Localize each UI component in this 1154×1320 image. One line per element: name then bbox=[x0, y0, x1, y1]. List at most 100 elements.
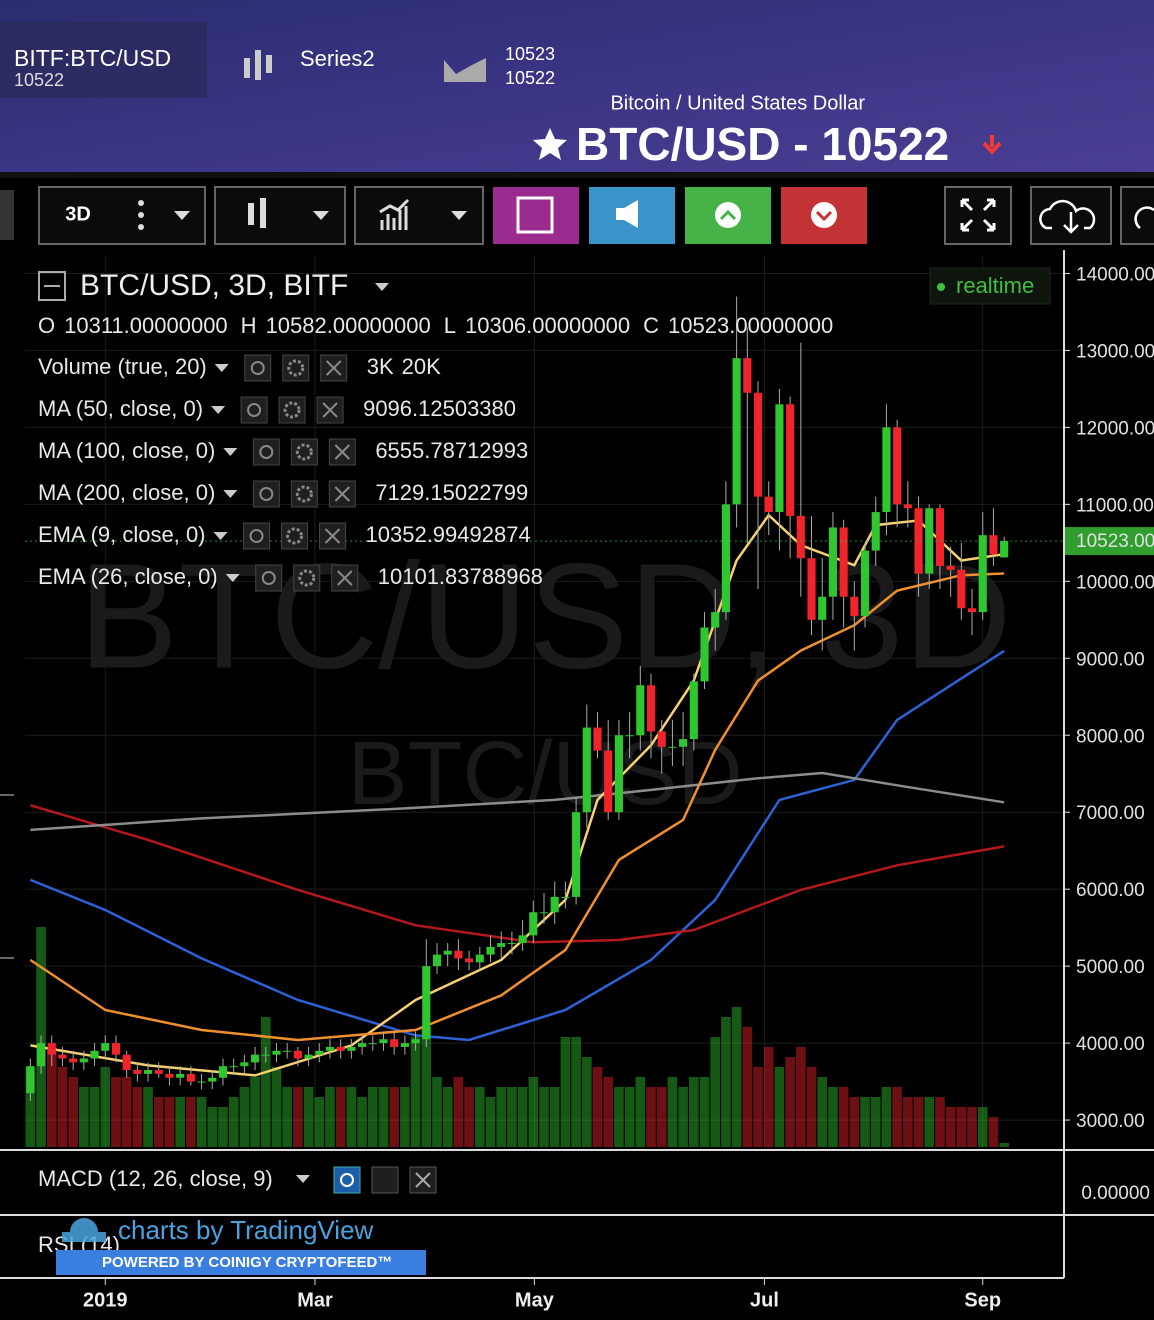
candle-body bbox=[860, 550, 870, 616]
volume-bar bbox=[967, 1107, 977, 1147]
eye-button[interactable] bbox=[240, 396, 268, 424]
candle-body bbox=[914, 508, 923, 574]
candle-body bbox=[186, 1073, 195, 1082]
candle-body bbox=[336, 1046, 345, 1051]
eye-button[interactable] bbox=[333, 1166, 361, 1194]
candle-body bbox=[486, 946, 495, 955]
volume-bar bbox=[603, 1077, 614, 1147]
candle-body bbox=[176, 1073, 185, 1078]
cube-button[interactable] bbox=[493, 187, 579, 244]
gear-icon bbox=[295, 485, 313, 503]
volume-bar bbox=[143, 1087, 153, 1147]
dropdown-arrow[interactable] bbox=[214, 364, 229, 372]
volume-bar bbox=[581, 1057, 592, 1147]
ohlc-value: 10582.00000000 bbox=[266, 313, 431, 338]
volume-bar bbox=[860, 1097, 870, 1147]
toolbar bbox=[38, 186, 1154, 245]
dropdown-arrow[interactable] bbox=[225, 574, 240, 582]
dropdown-arrow[interactable] bbox=[223, 448, 238, 456]
candle-body bbox=[368, 1043, 377, 1045]
candle-body bbox=[946, 565, 955, 570]
candle-body bbox=[122, 1054, 131, 1071]
close-icon bbox=[334, 444, 351, 460]
interval-button[interactable]: 3D bbox=[65, 203, 91, 225]
eye-button[interactable] bbox=[244, 354, 272, 382]
dropdown-arrow[interactable] bbox=[223, 490, 238, 498]
ohlc-label: L bbox=[444, 313, 456, 338]
candle-body bbox=[58, 1054, 67, 1059]
eye-button[interactable] bbox=[255, 564, 283, 592]
cloud-upload-icon[interactable] bbox=[1134, 206, 1154, 229]
candle-body bbox=[550, 896, 559, 913]
ohlc-value: 10311.00000000 bbox=[64, 313, 228, 338]
close-button[interactable] bbox=[316, 396, 344, 424]
indicator-icon[interactable] bbox=[379, 198, 410, 230]
dropdown-arrows[interactable] bbox=[174, 211, 467, 220]
close-icon bbox=[326, 360, 342, 376]
chart-type-icon[interactable] bbox=[248, 198, 266, 228]
volume-bar bbox=[410, 1037, 421, 1147]
indicator-line bbox=[30, 513, 1005, 1077]
candle-body bbox=[935, 508, 945, 566]
candle-body bbox=[36, 1043, 46, 1067]
dropdown-arrow[interactable] bbox=[296, 1175, 310, 1183]
close-icon bbox=[337, 570, 353, 586]
volume-bar bbox=[785, 1057, 795, 1147]
candle-body bbox=[293, 1050, 302, 1059]
candle-body bbox=[807, 558, 816, 620]
side-toggle[interactable] bbox=[0, 190, 14, 240]
volume-bar bbox=[218, 1107, 228, 1147]
candle-body bbox=[903, 504, 912, 509]
volume-bar bbox=[624, 1087, 635, 1147]
collapse-icon[interactable] bbox=[38, 271, 66, 301]
eye-button[interactable] bbox=[252, 480, 280, 508]
gear-button[interactable] bbox=[293, 564, 321, 592]
indicator-value: 7129.15022799 bbox=[375, 480, 528, 505]
indicator-value: 10352.99492874 bbox=[366, 522, 531, 547]
volume-bar bbox=[239, 1087, 250, 1147]
dropdown-arrow[interactable] bbox=[213, 532, 228, 540]
dropdown-arrow[interactable] bbox=[375, 283, 389, 291]
gear-button[interactable] bbox=[278, 396, 306, 424]
star-icon[interactable] bbox=[533, 128, 567, 160]
volume-bar bbox=[389, 1087, 400, 1147]
fullscreen-icon[interactable] bbox=[960, 198, 996, 232]
candle-body bbox=[390, 1039, 399, 1047]
volume-bar bbox=[25, 1067, 36, 1147]
candle-body bbox=[26, 1066, 35, 1094]
volume-bar bbox=[464, 1087, 474, 1147]
volume-bar bbox=[849, 1097, 860, 1147]
volume-bar bbox=[721, 1017, 731, 1147]
eye-button[interactable] bbox=[252, 438, 280, 466]
y-tick-label: 8000.00 bbox=[1076, 726, 1145, 747]
cloud-download-icon[interactable] bbox=[1039, 199, 1096, 234]
gear-button[interactable] bbox=[371, 1166, 399, 1194]
volume-bar bbox=[614, 1087, 624, 1147]
indicator-value: 9096.12503380 bbox=[363, 396, 516, 421]
gear-button[interactable] bbox=[282, 354, 310, 382]
volume-bar bbox=[367, 1087, 378, 1147]
candle-body bbox=[893, 427, 902, 505]
dropdown-arrow[interactable] bbox=[211, 406, 226, 414]
volume-bar bbox=[271, 1067, 282, 1147]
eye-button[interactable] bbox=[243, 522, 271, 550]
candle-body bbox=[69, 1058, 78, 1063]
megaphone-icon bbox=[616, 200, 638, 228]
candle-body bbox=[775, 404, 784, 513]
volume-bar bbox=[378, 1087, 389, 1147]
candle-body bbox=[796, 515, 805, 559]
gear-button[interactable] bbox=[290, 480, 318, 508]
volume-bar bbox=[678, 1087, 688, 1147]
candle-body bbox=[422, 966, 431, 1040]
volume-bar bbox=[517, 1087, 528, 1147]
candle-body bbox=[497, 943, 506, 947]
gear-button[interactable] bbox=[281, 522, 309, 550]
gear-button[interactable] bbox=[290, 438, 318, 466]
volume-bar bbox=[699, 1077, 710, 1147]
volume-bar bbox=[357, 1097, 367, 1147]
volume-bar bbox=[153, 1097, 164, 1147]
candle-body bbox=[475, 954, 484, 963]
volume-bar bbox=[870, 1097, 881, 1147]
candle-body bbox=[218, 1066, 228, 1078]
menu-icon[interactable] bbox=[138, 200, 144, 230]
